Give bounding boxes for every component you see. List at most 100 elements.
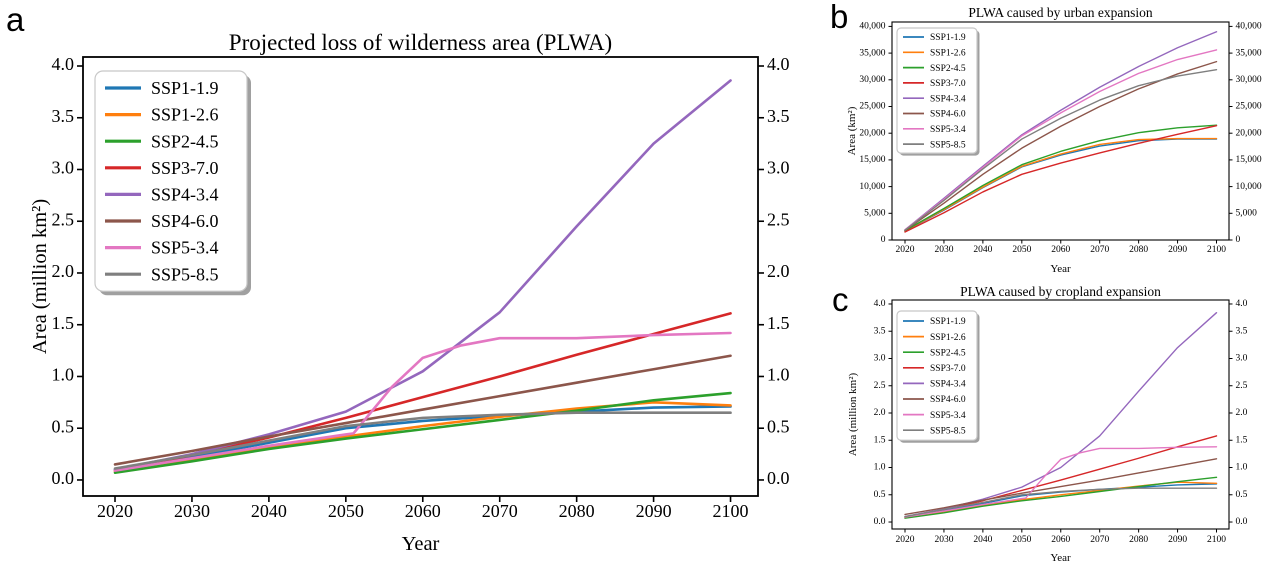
axes: 2020 2030 2040 2050 2060 2070 2080 2090 2100 0 0 5,… <box>859 21 1262 255</box>
legend-item: SSP3-7.0 <box>105 158 219 178</box>
y-tick-label-right: 25,000 <box>1236 102 1262 112</box>
y-tick-label-left: 2.0 <box>874 408 886 418</box>
x-tick-label: 2080 <box>559 501 595 521</box>
y-tick-label-left: 4.0 <box>874 299 886 309</box>
series-line-SSP2-4.5 <box>904 124 1218 232</box>
y-tick-label-left: 3.0 <box>52 158 75 178</box>
y-tick-label-right: 3.0 <box>767 158 790 178</box>
x-tick-label: 2030 <box>934 245 953 255</box>
x-tick-label: 2050 <box>328 501 364 521</box>
y-tick-label-right: 4.0 <box>767 54 790 74</box>
y-tick-label-left: 3.0 <box>874 354 886 364</box>
legend-item: SSP4-3.4 <box>105 185 219 205</box>
x-tick-label: 2070 <box>1090 245 1109 255</box>
y-tick-label-left: 1.0 <box>874 463 886 473</box>
y-tick-label-right: 1.5 <box>1236 435 1248 445</box>
x-tick-label: 2090 <box>1168 245 1187 255</box>
panel-letter-b: b <box>830 0 849 35</box>
y-tick-label-right: 0.0 <box>1236 517 1248 527</box>
y-tick-label-left: 4.0 <box>52 54 75 74</box>
y-tick-label-right: 1.0 <box>767 365 790 385</box>
plot-series <box>904 31 1218 233</box>
y-tick-label-right: 1.5 <box>767 313 790 333</box>
legend-label: SSP3-7.0 <box>151 158 219 178</box>
legend-box <box>896 27 978 154</box>
x-axis-label: Year <box>1050 263 1071 275</box>
x-tick-label: 2040 <box>251 501 287 521</box>
legend-box <box>896 310 978 441</box>
y-tick-label-right: 1.0 <box>1236 463 1248 473</box>
legend-item: SSP5-3.4 <box>105 238 219 258</box>
legend-item: SSP1-2.6 <box>903 49 966 59</box>
series-line-SSP5-8.5 <box>904 487 1218 518</box>
x-tick-label: 2100 <box>713 501 749 521</box>
legend-item: SSP4-6.0 <box>903 395 966 405</box>
y-tick-label-right: 15,000 <box>1236 155 1262 165</box>
legend: SSP1-1.9 SSP1-2.6 SSP2-4.5 SSP3-7.0 SSP4-3.4… <box>94 70 251 296</box>
y-tick-label-left: 2.5 <box>52 209 75 229</box>
chart-panel-a: 2020 2030 2040 2050 2060 2070 2080 2090 2100 0.0 0… <box>29 30 790 555</box>
series-line-SSP4-6.0 <box>904 458 1218 516</box>
x-tick-label: 2030 <box>934 535 953 545</box>
y-tick-label-right: 2.5 <box>1236 381 1248 391</box>
y-tick-label-right: 0 <box>1236 235 1241 245</box>
y-axis-label: Area (km²) <box>846 106 858 155</box>
y-tick-label-left: 0 <box>881 235 886 245</box>
y-tick-label-left: 1.0 <box>52 365 75 385</box>
chart-panel-b: 2020 2030 2040 2050 2060 2070 2080 2090 2100 0 0 5,… <box>846 5 1262 275</box>
legend-item: SSP4-6.0 <box>105 211 219 231</box>
x-tick-label: 2100 <box>1207 535 1226 545</box>
legend-label: SSP5-8.5 <box>930 140 966 150</box>
legend-label: SSP5-8.5 <box>151 264 219 284</box>
x-axis-label: Year <box>402 533 440 555</box>
y-tick-label-left: 0.0 <box>874 517 886 527</box>
y-tick-label-right: 2.0 <box>767 261 790 281</box>
legend-item: SSP2-4.5 <box>903 348 966 358</box>
legend-label: SSP4-6.0 <box>151 211 219 231</box>
panel-letter-c: c <box>832 281 849 318</box>
y-axis-label: Area (million km²) <box>29 199 51 354</box>
y-tick-label-right: 30,000 <box>1236 75 1262 85</box>
y-tick-label-right: 40,000 <box>1236 22 1262 32</box>
y-tick-label-right: 0.5 <box>1236 490 1248 500</box>
y-tick-label-left: 40,000 <box>859 22 885 32</box>
series-line-SSP4-6.0 <box>113 354 732 466</box>
legend-item: SSP5-3.4 <box>903 411 966 421</box>
x-tick-label: 2060 <box>405 501 441 521</box>
legend: SSP1-1.9 SSP1-2.6 SSP2-4.5 SSP3-7.0 SSP4-3.4… <box>896 27 980 156</box>
legend-item: SSP1-1.9 <box>903 317 966 327</box>
series-line-SSP1-1.9 <box>113 405 732 471</box>
x-tick-label: 2030 <box>174 501 210 521</box>
x-tick-label: 2040 <box>973 535 992 545</box>
y-tick-label-left: 5,000 <box>864 208 886 218</box>
plot-series <box>113 79 732 475</box>
legend: SSP1-1.9 SSP1-2.6 SSP2-4.5 SSP3-7.0 SSP4-3.4… <box>896 310 980 443</box>
y-tick-label-right: 5,000 <box>1236 208 1258 218</box>
y-tick-label-right: 3.0 <box>1236 354 1248 364</box>
x-tick-label: 2050 <box>1012 535 1031 545</box>
legend-item: SSP1-2.6 <box>105 105 219 125</box>
legend-label: SSP5-8.5 <box>930 426 966 436</box>
legend-label: SSP1-1.9 <box>930 33 966 43</box>
y-tick-label-right: 2.0 <box>1236 408 1248 418</box>
legend-label: SSP2-4.5 <box>930 64 966 74</box>
x-axis-label: Year <box>1050 552 1071 564</box>
legend-label: SSP5-3.4 <box>930 411 966 421</box>
series-line-SSP5-3.4 <box>904 446 1218 518</box>
legend-item: SSP4-3.4 <box>903 380 966 390</box>
y-tick-label-left: 0.5 <box>874 490 886 500</box>
legend-item: SSP5-8.5 <box>903 140 966 150</box>
y-tick-label-left: 3.5 <box>874 326 886 336</box>
series-line-SSP1-2.6 <box>904 137 1218 232</box>
series-line-SSP4-3.4 <box>904 31 1218 231</box>
x-tick-label: 2070 <box>1090 535 1109 545</box>
x-tick-label: 2100 <box>1207 245 1226 255</box>
chart-title: PLWA caused by cropland expansion <box>960 284 1161 299</box>
legend-label: SSP3-7.0 <box>930 364 966 374</box>
y-tick-label-left: 2.0 <box>52 261 75 281</box>
legend-item: SSP4-6.0 <box>903 110 966 120</box>
x-tick-label: 2080 <box>1129 535 1148 545</box>
x-tick-label: 2050 <box>1012 245 1031 255</box>
x-tick-label: 2070 <box>482 501 518 521</box>
x-tick-label: 2040 <box>973 245 992 255</box>
